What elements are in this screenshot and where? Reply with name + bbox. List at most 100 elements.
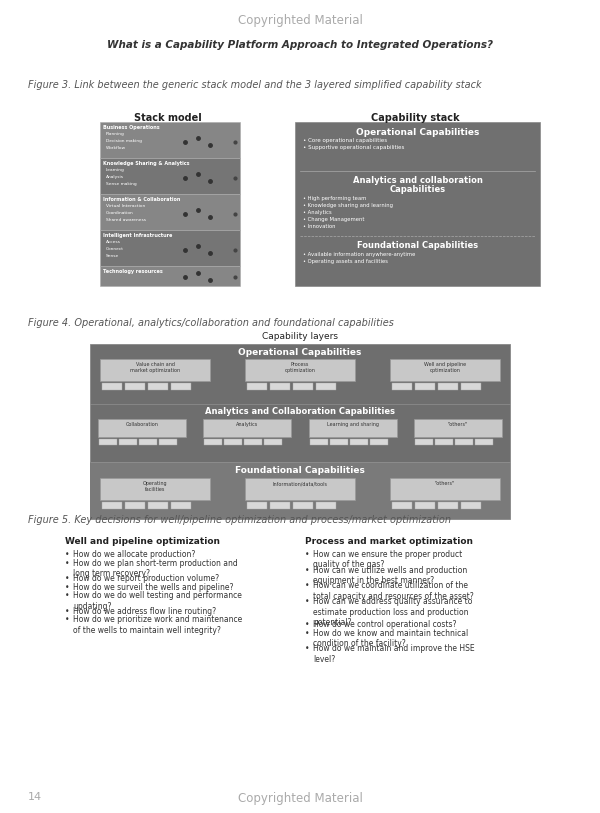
Bar	[203, 419, 292, 437]
Text: Knowledge Sharing & Analytics: Knowledge Sharing & Analytics	[103, 160, 190, 166]
Text: • Operating assets and facilities: • Operating assets and facilities	[303, 259, 388, 264]
Text: Capability layers: Capability layers	[262, 332, 338, 341]
Text: How do we surveil the wells and pipeline?: How do we surveil the wells and pipeline…	[73, 583, 233, 592]
Bar	[316, 502, 336, 509]
Bar	[265, 439, 283, 445]
Text: Analytics: Analytics	[236, 422, 259, 427]
Bar	[247, 383, 267, 390]
Text: Sense: Sense	[106, 254, 119, 258]
Bar	[224, 439, 242, 445]
Text: •: •	[65, 550, 70, 559]
Bar	[308, 419, 397, 437]
Text: What is a Capability Platform Approach to Integrated Operations?: What is a Capability Platform Approach t…	[107, 40, 493, 50]
Text: •: •	[65, 583, 70, 592]
Text: Stack model: Stack model	[134, 113, 202, 123]
Bar	[205, 439, 223, 445]
Text: Virtual Interaction: Virtual Interaction	[106, 204, 145, 208]
Bar	[245, 359, 355, 381]
Bar	[475, 439, 493, 445]
Text: •: •	[305, 644, 310, 653]
Text: Workflow: Workflow	[106, 146, 126, 150]
Text: •: •	[305, 581, 310, 590]
Text: Collaboration: Collaboration	[125, 422, 158, 427]
Text: Shared awareness: Shared awareness	[106, 218, 146, 222]
Text: Operational Capabilities: Operational Capabilities	[238, 348, 362, 357]
Bar	[390, 478, 500, 500]
Text: Information & Collaboration: Information & Collaboration	[103, 197, 181, 202]
Bar	[100, 230, 240, 266]
Text: Learning and sharing: Learning and sharing	[326, 422, 379, 427]
Text: Business Operations: Business Operations	[103, 124, 160, 129]
Text: • Available information anywhere-anytime: • Available information anywhere-anytime	[303, 252, 415, 257]
Text: •: •	[305, 620, 310, 629]
Bar	[392, 383, 412, 390]
Bar	[310, 439, 328, 445]
Bar	[415, 502, 435, 509]
Text: •: •	[65, 615, 70, 624]
Bar	[100, 122, 240, 158]
Bar	[100, 194, 240, 230]
Bar	[247, 502, 267, 509]
Text: How can we coordinate utilization of the
total capacity and resources of the ass: How can we coordinate utilization of the…	[313, 581, 474, 601]
Bar	[414, 419, 502, 437]
Text: •: •	[65, 574, 70, 583]
Bar	[125, 502, 145, 509]
Text: •: •	[65, 606, 70, 616]
Bar	[244, 439, 262, 445]
Bar	[148, 502, 168, 509]
Text: Copyrighted Material: Copyrighted Material	[238, 14, 362, 27]
Bar	[390, 359, 500, 381]
Text: Learning: Learning	[106, 168, 125, 172]
Bar	[438, 383, 458, 390]
Bar	[100, 158, 240, 194]
Text: How do we maintain and improve the HSE
level?: How do we maintain and improve the HSE l…	[313, 644, 475, 663]
Text: • Innovation: • Innovation	[303, 224, 335, 229]
Text: • Supportive operational capabilities: • Supportive operational capabilities	[303, 145, 404, 150]
Bar	[171, 383, 191, 390]
Text: 14: 14	[28, 792, 42, 802]
Text: How can we utilize wells and production
equipment in the best manner?: How can we utilize wells and production …	[313, 566, 467, 585]
Text: Analysis: Analysis	[106, 175, 124, 179]
Text: •: •	[65, 591, 70, 600]
Text: Connect: Connect	[106, 247, 124, 251]
Bar	[370, 439, 388, 445]
Bar	[415, 439, 433, 445]
Text: Figure 4. Operational, analytics/collaboration and foundational capabilities: Figure 4. Operational, analytics/collabo…	[28, 318, 394, 328]
Bar	[329, 439, 347, 445]
Bar	[100, 359, 210, 381]
Text: Capability stack: Capability stack	[371, 113, 460, 123]
Text: Capabilities: Capabilities	[389, 185, 446, 194]
Text: Technology resources: Technology resources	[103, 268, 163, 273]
Bar	[245, 478, 355, 500]
Bar	[293, 383, 313, 390]
Text: Intelligent Infrastructure: Intelligent Infrastructure	[103, 233, 172, 237]
Bar	[148, 383, 168, 390]
Bar	[392, 502, 412, 509]
Text: Figure 5. Key decisions for well/pipeline optimization and process/market optimi: Figure 5. Key decisions for well/pipelin…	[28, 515, 451, 525]
Text: • Analytics: • Analytics	[303, 210, 332, 215]
Bar	[415, 383, 435, 390]
Text: Access: Access	[106, 240, 121, 244]
Bar	[100, 478, 210, 500]
Text: Operational Capabilities: Operational Capabilities	[356, 128, 479, 137]
Text: How can we ensure the proper product
quality of the gas?: How can we ensure the proper product qua…	[313, 550, 462, 569]
Text: How do we control operational costs?: How do we control operational costs?	[313, 620, 457, 629]
Text: Operating
facilities: Operating facilities	[143, 481, 167, 492]
Text: •: •	[65, 559, 70, 567]
Bar	[435, 439, 453, 445]
Text: How do we address flow line routing?: How do we address flow line routing?	[73, 606, 216, 616]
Text: Decision making: Decision making	[106, 139, 142, 143]
Text: Analytics and collaboration: Analytics and collaboration	[353, 176, 482, 185]
Text: Well and pipeline
optimization: Well and pipeline optimization	[424, 362, 466, 373]
Bar	[293, 502, 313, 509]
Text: • High performing team: • High performing team	[303, 196, 367, 201]
Text: •: •	[305, 566, 310, 575]
Bar	[102, 502, 122, 509]
Text: How do we do well testing and performance
updating?: How do we do well testing and performanc…	[73, 591, 242, 611]
Bar	[461, 383, 481, 390]
Text: • Core operational capabilities: • Core operational capabilities	[303, 138, 387, 143]
Bar	[98, 419, 186, 437]
Bar	[99, 439, 117, 445]
Text: "others": "others"	[435, 481, 455, 486]
Text: Well and pipeline optimization: Well and pipeline optimization	[65, 537, 220, 546]
